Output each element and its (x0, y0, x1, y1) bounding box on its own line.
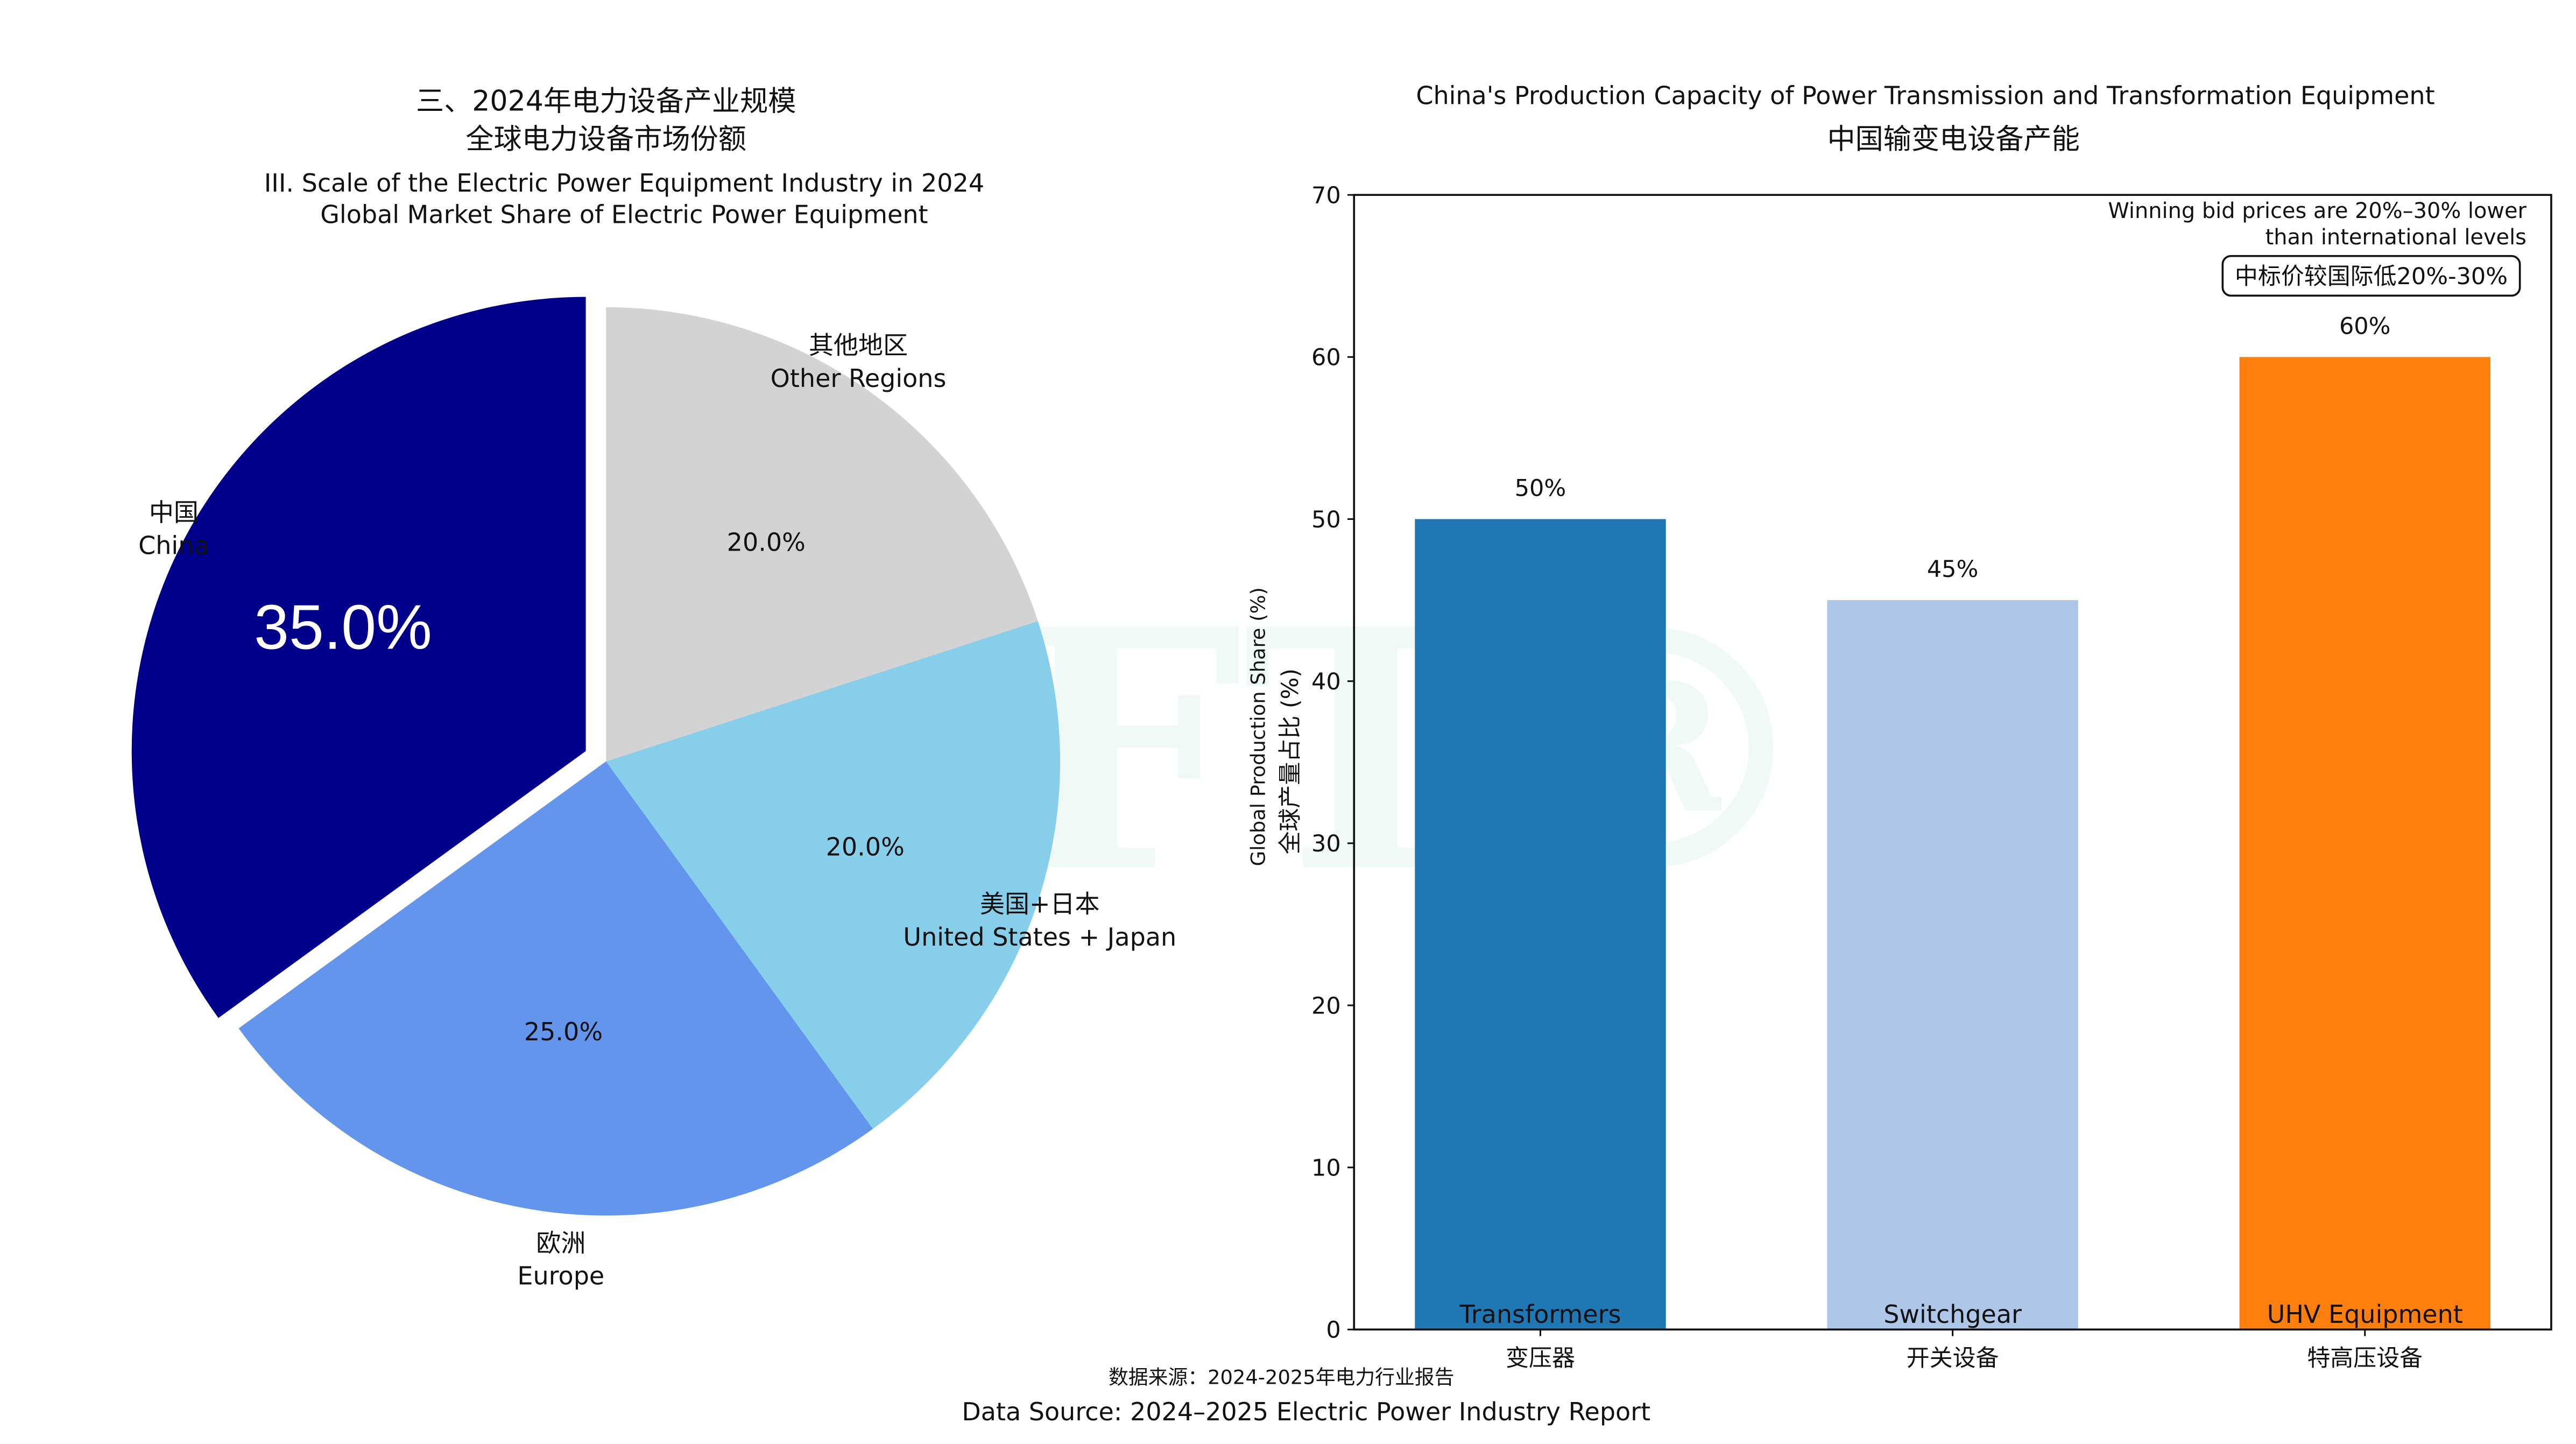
pie-label-en: United States + Japan (903, 922, 1176, 952)
plot-frame (1353, 194, 2552, 1331)
x-tick-label-cn: 变压器 (1506, 1345, 1575, 1372)
x-tick-label-cn: 开关设备 (1907, 1345, 1999, 1372)
y-tick-label: 30 (1311, 830, 1341, 857)
pie-label-en: China (138, 531, 209, 560)
annotation-box (2221, 255, 2521, 297)
annotation-cn: 中标价较国际低20%-30% (2235, 263, 2508, 290)
source-en: Data Source: 2024–2025 Electric Power In… (962, 1397, 1650, 1426)
x-tick-label-cn: 特高压设备 (2307, 1345, 2423, 1372)
pie-label-en: Europe (517, 1262, 604, 1291)
pie-slice (606, 307, 1038, 762)
y-tick-label: 50 (1311, 506, 1341, 533)
y-tick-label: 70 (1311, 182, 1341, 209)
bar-value-label: 60% (2339, 313, 2390, 340)
pie-pct-label: 25.0% (524, 1017, 603, 1046)
pie-label-cn: 中国 (149, 498, 199, 527)
pie-pct-label: 35.0% (254, 592, 432, 663)
bar-category-en: UHV Equipment (2267, 1300, 2463, 1329)
y-axis-label-cn: 全球产量占比 (%) (1277, 668, 1304, 855)
pie-label-cn: 欧洲 (536, 1228, 585, 1257)
pie-slice (606, 621, 1061, 1129)
bar-title-en: China's Production Capacity of Power Tra… (1416, 81, 2434, 110)
y-tick-label: 40 (1311, 668, 1341, 695)
y-tick-label: 20 (1311, 992, 1341, 1019)
annotation-en-2: than international levels (2266, 225, 2526, 250)
pie-title-en-1: III. Scale of the Electric Power Equipme… (264, 168, 984, 198)
bar (2239, 357, 2490, 1330)
y-tick-label: 10 (1311, 1154, 1341, 1181)
bar (1415, 519, 1666, 1330)
bar-category-en: Transformers (1459, 1300, 1621, 1329)
bar-title-cn: 中国输变电设备产能 (1827, 123, 2079, 156)
pie-pct-label: 20.0% (826, 833, 905, 862)
y-tick-label: 0 (1326, 1317, 1340, 1344)
bar-value-label: 45% (1927, 556, 1978, 583)
pie-label-cn: 其他地区 (809, 331, 908, 360)
pie-pct-label: 20.0% (727, 527, 806, 557)
annotation-en-1: Winning bid prices are 20%–30% lower (2108, 199, 2526, 223)
source-cn: 数据来源：2024-2025年电力行业报告 (1109, 1366, 1454, 1389)
y-axis-label-en: Global Production Share (%) (1247, 587, 1270, 866)
pie-title-cn-1: 三、2024年电力设备产业规模 (416, 86, 796, 118)
bar-category-en: Switchgear (1883, 1300, 2022, 1329)
pie-label-en: Other Regions (771, 364, 947, 393)
pie-label-cn: 美国+日本 (980, 889, 1100, 918)
bar (1827, 600, 2078, 1330)
pie-title-cn-2: 全球电力设备市场份额 (465, 123, 746, 156)
pie-chart: 三、2024年电力设备产业规模 全球电力设备市场份额 III. Scale of… (131, 86, 1176, 1291)
bar-chart: China's Production Capacity of Power Tra… (1247, 81, 2552, 1372)
y-tick-label: 60 (1311, 344, 1341, 371)
pie-slice (238, 761, 873, 1216)
pie-slice (131, 297, 586, 1018)
bar-value-label: 50% (1515, 475, 1566, 502)
pie-title-en-2: Global Market Share of Electric Power Eq… (320, 200, 928, 229)
